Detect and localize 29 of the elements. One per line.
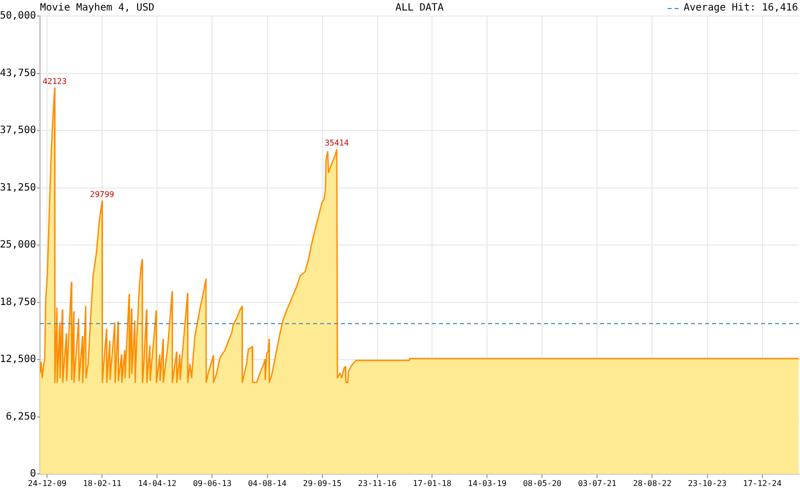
- x-tick-label: 23-10-23: [688, 478, 727, 488]
- y-tick-label: 25,000: [0, 240, 36, 251]
- x-tick-label: 09-06-13: [192, 478, 232, 488]
- x-tick-label: 17-12-24: [743, 478, 782, 488]
- y-tick-label: 37,500: [0, 125, 36, 136]
- x-tick-label: 08-05-20: [522, 478, 562, 488]
- y-tick-label: 31,250: [0, 182, 36, 194]
- y-tick-label: 6,250: [6, 411, 36, 422]
- chart-subtitle: ALL DATA: [395, 2, 444, 14]
- y-tick-label: 18,750: [0, 296, 36, 308]
- data-label: 35414: [324, 138, 349, 148]
- y-tick-label: 50,000: [0, 10, 36, 22]
- x-tick-label: 29-09-15: [303, 478, 342, 488]
- chart-title: Movie Mayhem 4, USD: [40, 2, 154, 14]
- y-tick-label: 12,500: [0, 354, 36, 366]
- y-tick-label: 0: [30, 468, 36, 480]
- y-tick-label: 43,750: [0, 68, 36, 79]
- x-tick-label: 18-02-11: [82, 478, 122, 488]
- x-tick-label: 24-12-09: [28, 478, 67, 488]
- x-tick-label: 14-03-19: [468, 478, 507, 488]
- x-tick-label: 04-08-14: [248, 478, 287, 488]
- legend-label: Average Hit: 16,416: [684, 2, 798, 14]
- x-tick-label: 14-04-12: [138, 478, 177, 488]
- data-label: 29799: [90, 190, 114, 200]
- x-tick-label: 17-01-18: [412, 478, 452, 488]
- x-tick-label: 28-08-22: [632, 478, 672, 488]
- x-tick-label: 23-11-16: [358, 478, 397, 488]
- data-label: 42123: [42, 77, 67, 86]
- x-tick-label: 03-07-21: [578, 478, 617, 488]
